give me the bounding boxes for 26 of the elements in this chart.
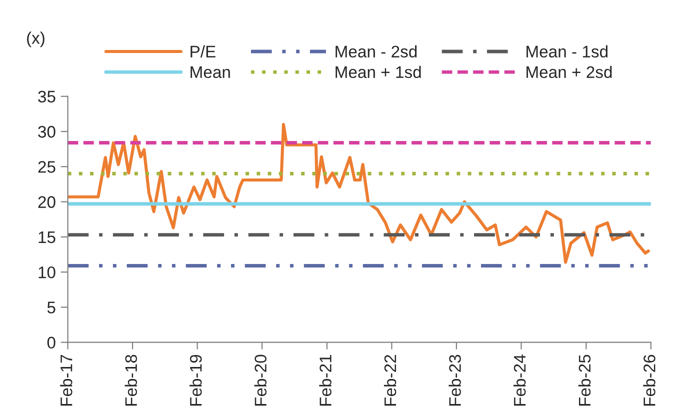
y-tick-label: 15 [38, 231, 56, 244]
y-tick-label: 0 [47, 336, 56, 349]
y-tick-label: 30 [38, 126, 56, 138]
legend-label: Mean - 2sd [336, 45, 417, 58]
x-tick-label: Feb-17 [60, 354, 72, 406]
legend-label: Mean + 1sd [336, 66, 421, 78]
x-tick-label: Feb-24 [513, 354, 526, 406]
legend-label: Mean - 1sd [526, 45, 608, 58]
y-tick-label: 5 [47, 302, 56, 314]
x-tick-label: Feb-19 [190, 354, 202, 406]
y-tick-label: 35 [38, 90, 56, 103]
legend-label: Mean [190, 66, 230, 78]
x-tick-label: Feb-26 [643, 354, 656, 406]
line-series [68, 122, 650, 264]
x-tick-label: Feb-22 [384, 354, 396, 406]
x-tick-label: Feb-21 [319, 354, 332, 406]
y-tick-label: 25 [38, 161, 56, 173]
legend-label: Mean + 2sd [526, 66, 612, 78]
y-tick-label: 10 [38, 266, 56, 278]
y-tick-label: 20 [38, 196, 56, 208]
x-tick-label: Feb-25 [578, 354, 591, 406]
x-tick-label: Feb-20 [254, 354, 267, 406]
y-axis-title: (x) [27, 32, 44, 48]
legend-label: P/E [190, 45, 216, 58]
x-tick-label: Feb-23 [448, 354, 461, 406]
x-tick-label: Feb-18 [124, 354, 138, 406]
